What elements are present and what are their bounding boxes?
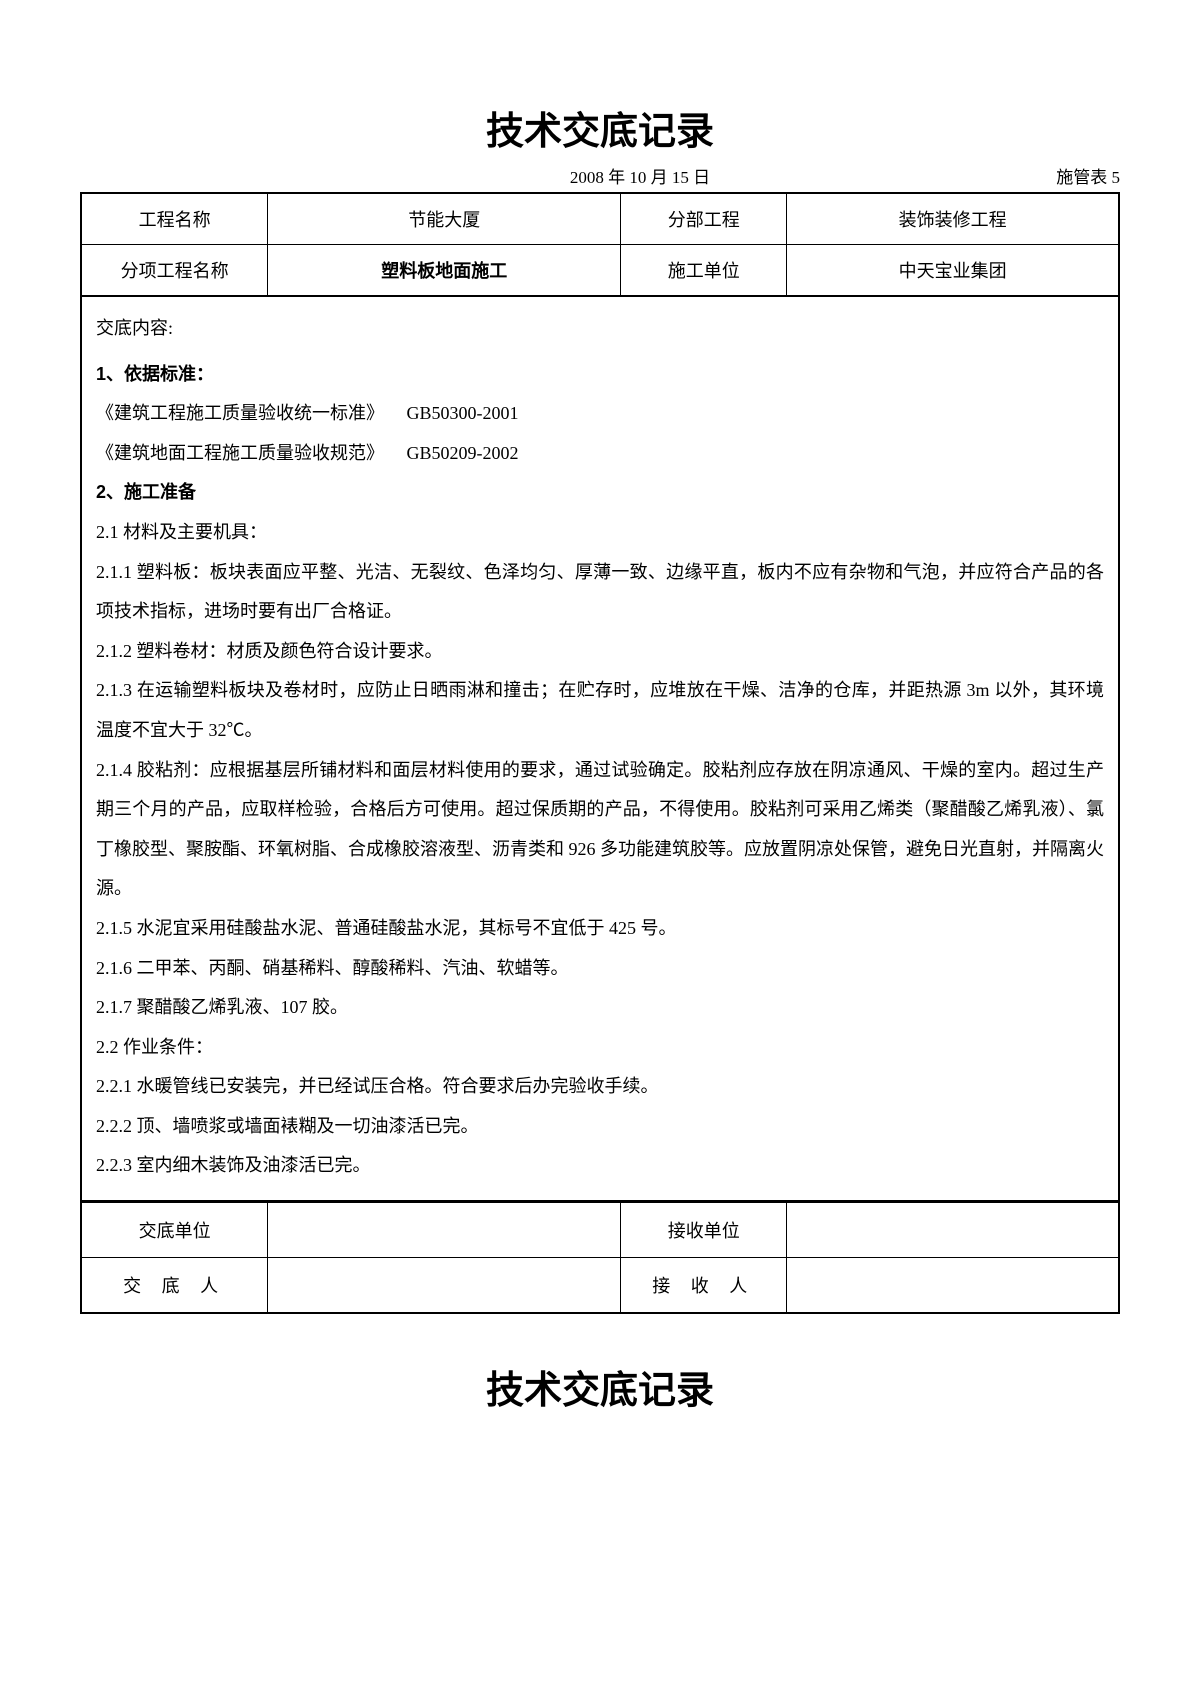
standard-1-code: GB50300-2001 [407,394,519,434]
form-number-label: 施管表 5 [1020,163,1120,188]
table-row: 分项工程名称 塑料板地面施工 施工单位 中天宝业集团 [81,245,1119,297]
standard-2-title: 《建筑地面工程施工质量验收规范》 [96,443,384,463]
cell-receiving-unit-label: 接收单位 [621,1203,787,1258]
p-2-2-1: 2.2.1 水暖管线已安装完，并已经试压合格。符合要求后办完验收手续。 [96,1067,1104,1107]
p-2-2-3: 2.2.3 室内细木装饰及油漆活已完。 [96,1146,1104,1186]
document-date: 2008 年 10 月 15 日 [80,163,1020,188]
footer-table: 交底单位 接收单位 交 底 人 接 收 人 [80,1202,1120,1314]
p-2-1-4: 2.1.4 胶粘剂：应根据基层所铺材料和面层材料使用的要求，通过试验确定。胶粘剂… [96,751,1104,909]
cell-project-name-value: 节能大厦 [268,193,621,245]
section-1-heading: 1、依据标准： [96,355,1104,395]
cell-receiving-unit-value [787,1203,1119,1258]
cell-receiver-value [787,1258,1119,1314]
standard-line-1: 《建筑工程施工质量验收统一标准》 GB50300-2001 [96,394,1104,434]
cell-issuing-unit-label: 交底单位 [81,1203,268,1258]
cell-subproject-label: 分部工程 [621,193,787,245]
standard-2-code: GB50209-2002 [407,434,519,474]
content-label: 交底内容: [96,309,1104,349]
p-2-1: 2.1 材料及主要机具： [96,513,1104,553]
standard-line-2: 《建筑地面工程施工质量验收规范》 GB50209-2002 [96,434,1104,474]
cell-item-name-value: 塑料板地面施工 [268,245,621,297]
cell-project-name-label: 工程名称 [81,193,268,245]
document-title-2: 技术交底记录 [80,1359,1120,1414]
p-2-1-1: 2.1.1 塑料板：板块表面应平整、光洁、无裂纹、色泽均匀、厚薄一致、边缘平直，… [96,553,1104,632]
section-2-heading: 2、施工准备 [96,473,1104,513]
table-row: 交 底 人 接 收 人 [81,1258,1119,1314]
p-2-1-2: 2.1.2 塑料卷材：材质及颜色符合设计要求。 [96,632,1104,672]
content-box: 交底内容: 1、依据标准： 《建筑工程施工质量验收统一标准》 GB50300-2… [80,297,1120,1202]
cell-issuing-unit-value [268,1203,621,1258]
table-row: 交底单位 接收单位 [81,1203,1119,1258]
cell-receiver-label: 接 收 人 [621,1258,787,1314]
cell-issuer-value [268,1258,621,1314]
p-2-2-2: 2.2.2 顶、墙喷浆或墙面裱糊及一切油漆活已完。 [96,1107,1104,1147]
p-2-2: 2.2 作业条件： [96,1028,1104,1068]
document-title: 技术交底记录 [80,100,1120,155]
p-2-1-7: 2.1.7 聚醋酸乙烯乳液、107 胶。 [96,988,1104,1028]
cell-issuer-label: 交 底 人 [81,1258,268,1314]
cell-construction-unit-label: 施工单位 [621,245,787,297]
cell-construction-unit-value: 中天宝业集团 [787,245,1119,297]
p-2-1-5: 2.1.5 水泥宜采用硅酸盐水泥、普通硅酸盐水泥，其标号不宜低于 425 号。 [96,909,1104,949]
standard-1-title: 《建筑工程施工质量验收统一标准》 [96,403,384,423]
cell-subproject-value: 装饰装修工程 [787,193,1119,245]
cell-item-name-label: 分项工程名称 [81,245,268,297]
header-table: 工程名称 节能大厦 分部工程 装饰装修工程 分项工程名称 塑料板地面施工 施工单… [80,192,1120,297]
p-2-1-6: 2.1.6 二甲苯、丙酮、硝基稀料、醇酸稀料、汽油、软蜡等。 [96,949,1104,989]
table-row: 工程名称 节能大厦 分部工程 装饰装修工程 [81,193,1119,245]
date-row: 2008 年 10 月 15 日 施管表 5 [80,163,1120,188]
p-2-1-3: 2.1.3 在运输塑料板块及卷材时，应防止日晒雨淋和撞击；在贮存时，应堆放在干燥… [96,671,1104,750]
